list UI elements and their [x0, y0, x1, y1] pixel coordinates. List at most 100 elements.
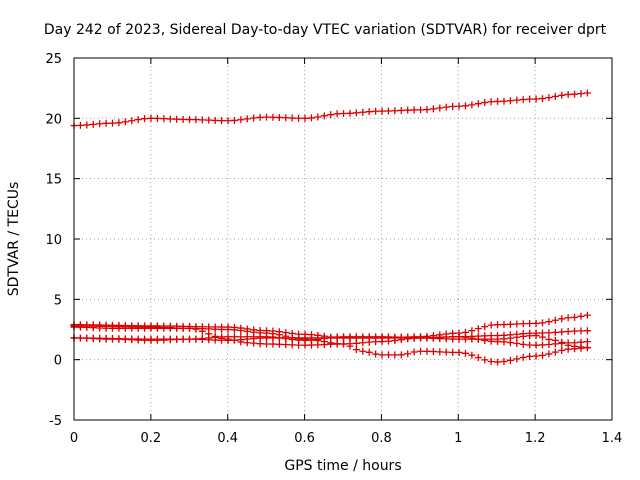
data-point — [519, 353, 527, 361]
data-point — [166, 115, 174, 123]
data-point — [558, 315, 566, 323]
data-point — [442, 348, 450, 356]
data-point — [481, 335, 489, 343]
data-point — [378, 107, 386, 115]
y-tick-label: 25 — [45, 52, 62, 67]
data-point — [333, 340, 341, 348]
data-point — [230, 116, 238, 124]
data-point — [288, 114, 296, 122]
data-point — [263, 113, 271, 121]
data-point — [333, 333, 341, 341]
data-point — [256, 333, 264, 341]
data-layer — [70, 89, 591, 366]
data-point — [526, 352, 534, 360]
data-point — [506, 356, 514, 364]
data-point — [352, 339, 360, 347]
data-point — [282, 341, 290, 349]
data-point — [571, 90, 579, 98]
data-point — [141, 115, 149, 123]
data-point — [519, 320, 527, 328]
data-point — [481, 356, 489, 364]
data-point — [352, 109, 360, 117]
data-point — [429, 348, 437, 356]
data-point — [186, 324, 194, 332]
data-point — [320, 112, 328, 120]
data-point — [224, 117, 232, 125]
data-point — [186, 335, 194, 343]
data-point — [487, 321, 495, 329]
y-tick-label: -5 — [49, 414, 62, 429]
data-point — [314, 335, 322, 343]
x-axis-title: GPS time / hours — [284, 458, 401, 474]
data-point — [198, 327, 206, 335]
data-point — [115, 335, 123, 343]
data-point — [532, 332, 540, 340]
data-point — [455, 102, 463, 110]
data-point — [526, 95, 534, 103]
data-point — [263, 333, 271, 341]
data-point — [429, 334, 437, 342]
data-point — [474, 325, 482, 333]
data-point — [224, 326, 232, 334]
data-point — [513, 320, 521, 328]
data-point — [346, 333, 354, 341]
data-point — [449, 102, 457, 110]
data-point — [487, 358, 495, 366]
x-tick-label: 0.6 — [294, 431, 315, 446]
data-point — [410, 334, 418, 342]
data-point — [134, 323, 142, 331]
data-point — [436, 335, 444, 343]
data-point — [481, 99, 489, 107]
data-point — [96, 335, 104, 343]
data-point — [250, 339, 258, 347]
data-point — [526, 341, 534, 349]
data-point — [500, 358, 508, 366]
data-point — [494, 358, 502, 366]
data-point — [551, 92, 559, 100]
data-point — [532, 319, 540, 327]
data-point — [455, 335, 463, 343]
data-point — [115, 323, 123, 331]
data-point — [128, 336, 136, 344]
data-point — [545, 335, 553, 343]
data-point — [513, 96, 521, 104]
data-point — [410, 106, 418, 114]
data-point — [211, 333, 219, 341]
data-point — [89, 322, 97, 330]
data-point — [179, 335, 187, 343]
data-point — [494, 321, 502, 329]
data-point — [359, 108, 367, 116]
data-point — [538, 341, 546, 349]
data-point — [340, 333, 348, 341]
data-point — [282, 114, 290, 122]
data-point — [230, 326, 238, 334]
data-point — [571, 313, 579, 321]
data-point — [365, 333, 373, 341]
data-point — [417, 106, 425, 114]
data-point — [173, 335, 181, 343]
x-tick-label: 0 — [70, 431, 78, 446]
data-point — [526, 332, 534, 340]
data-point — [147, 336, 155, 344]
data-point — [218, 117, 226, 125]
data-point — [102, 322, 110, 330]
x-tick-label: 0.2 — [141, 431, 162, 446]
data-point — [468, 327, 476, 335]
data-point — [417, 334, 425, 342]
data-point — [538, 319, 546, 327]
data-point — [269, 333, 277, 341]
x-tick-label: 1.2 — [525, 431, 546, 446]
data-point — [487, 98, 495, 106]
data-point — [558, 346, 566, 354]
data-point — [532, 95, 540, 103]
data-point — [301, 336, 309, 344]
data-point — [352, 346, 360, 354]
data-point — [384, 351, 392, 359]
data-point — [301, 114, 309, 122]
data-point — [481, 323, 489, 331]
data-point — [494, 97, 502, 105]
data-point — [583, 338, 591, 346]
data-point — [237, 326, 245, 334]
data-point — [564, 341, 572, 349]
